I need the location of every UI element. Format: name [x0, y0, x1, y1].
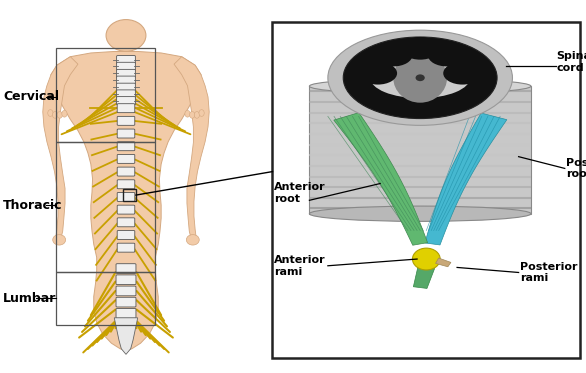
FancyBboxPatch shape: [117, 231, 135, 239]
FancyBboxPatch shape: [117, 192, 135, 201]
Ellipse shape: [106, 19, 146, 51]
FancyBboxPatch shape: [117, 104, 135, 113]
Ellipse shape: [185, 110, 190, 117]
Ellipse shape: [415, 74, 425, 81]
Polygon shape: [413, 266, 435, 288]
Bar: [123, 189, 136, 201]
FancyBboxPatch shape: [117, 154, 135, 163]
Bar: [56, 48, 155, 142]
Ellipse shape: [343, 37, 497, 119]
Text: Posterior
rami: Posterior rami: [520, 262, 577, 283]
FancyBboxPatch shape: [117, 62, 135, 70]
Ellipse shape: [199, 110, 205, 116]
Ellipse shape: [359, 62, 397, 85]
Ellipse shape: [57, 112, 62, 118]
FancyBboxPatch shape: [116, 275, 136, 285]
Ellipse shape: [190, 112, 195, 118]
Text: Anterior
root: Anterior root: [274, 182, 325, 204]
FancyBboxPatch shape: [117, 69, 135, 78]
Polygon shape: [174, 57, 209, 241]
Text: Spinal
cord: Spinal cord: [557, 51, 586, 73]
FancyBboxPatch shape: [117, 116, 135, 125]
Ellipse shape: [186, 235, 199, 245]
Ellipse shape: [328, 30, 512, 125]
FancyBboxPatch shape: [117, 83, 135, 91]
Text: Posterior
root: Posterior root: [566, 158, 586, 179]
Ellipse shape: [374, 44, 413, 66]
Text: Thoracic: Thoracic: [3, 199, 63, 211]
Text: Lumbar: Lumbar: [3, 292, 56, 305]
FancyBboxPatch shape: [117, 56, 135, 64]
FancyBboxPatch shape: [116, 308, 136, 318]
FancyBboxPatch shape: [117, 97, 135, 105]
Polygon shape: [43, 57, 78, 241]
Ellipse shape: [393, 53, 447, 103]
Ellipse shape: [370, 57, 470, 98]
FancyBboxPatch shape: [117, 129, 135, 138]
Polygon shape: [425, 113, 507, 245]
FancyBboxPatch shape: [117, 167, 135, 176]
FancyBboxPatch shape: [117, 90, 135, 98]
FancyBboxPatch shape: [117, 205, 135, 214]
Polygon shape: [51, 51, 201, 351]
Polygon shape: [114, 318, 138, 354]
Ellipse shape: [309, 78, 531, 94]
FancyBboxPatch shape: [116, 264, 136, 273]
Ellipse shape: [47, 110, 53, 116]
FancyBboxPatch shape: [117, 243, 135, 252]
Ellipse shape: [62, 110, 67, 117]
FancyBboxPatch shape: [117, 76, 135, 84]
Bar: [56, 272, 155, 325]
Ellipse shape: [428, 44, 466, 66]
Polygon shape: [334, 113, 428, 245]
Ellipse shape: [52, 112, 57, 118]
Bar: [56, 142, 155, 272]
Bar: [272, 22, 580, 358]
Text: Anterior
rami: Anterior rami: [274, 255, 325, 276]
FancyBboxPatch shape: [116, 297, 136, 307]
FancyBboxPatch shape: [117, 180, 135, 189]
Ellipse shape: [413, 248, 440, 270]
Text: Cervical: Cervical: [3, 91, 59, 103]
Ellipse shape: [443, 62, 482, 85]
Ellipse shape: [195, 112, 199, 118]
Ellipse shape: [401, 37, 440, 60]
Ellipse shape: [309, 206, 531, 222]
Ellipse shape: [53, 235, 66, 245]
Bar: [309, 86, 531, 214]
FancyBboxPatch shape: [116, 286, 136, 296]
Polygon shape: [435, 258, 451, 267]
Polygon shape: [114, 51, 138, 60]
FancyBboxPatch shape: [117, 218, 135, 227]
FancyBboxPatch shape: [117, 142, 135, 151]
